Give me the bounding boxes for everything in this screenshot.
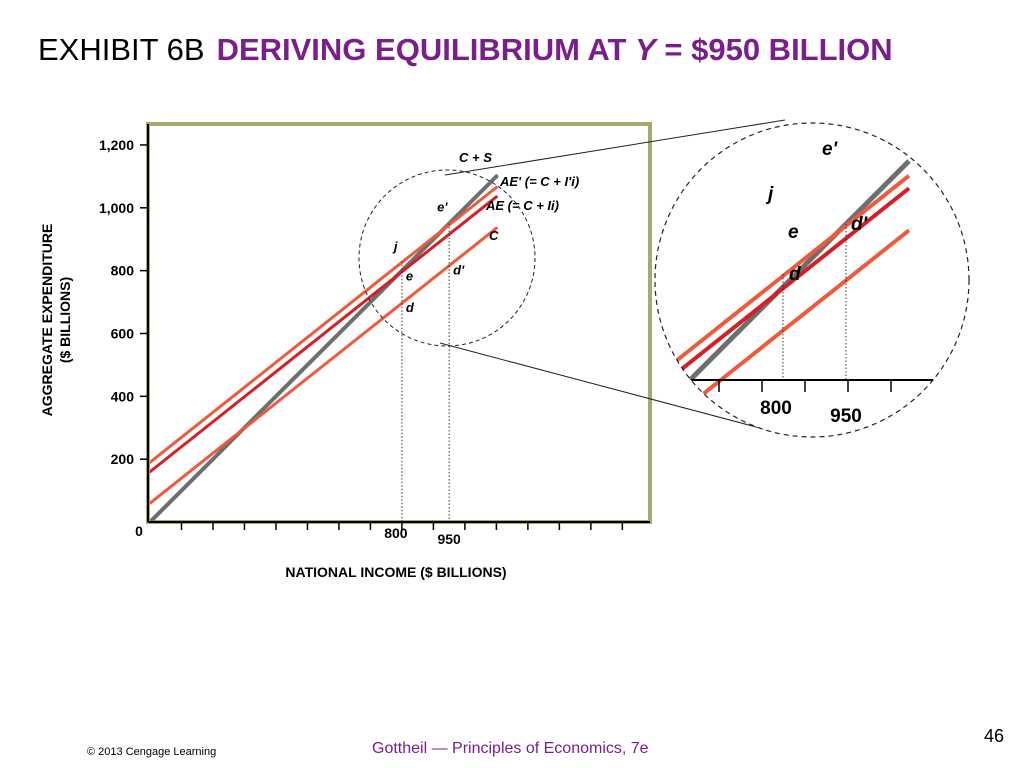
zoom-point-label-j: j	[765, 184, 774, 205]
x-axis-title: NATIONAL INCOME ($ BILLIONS)	[285, 564, 506, 580]
title-part1: DERIVING EQUILIBRIUM AT	[216, 32, 627, 67]
zoom-x-label: 950	[830, 406, 862, 427]
series-label-c: C	[489, 228, 499, 243]
point-label-dprime: d'	[453, 262, 465, 277]
y-tick-label: 200	[111, 451, 135, 467]
zoom-series-line-ae_prime	[655, 174, 911, 437]
zoom-x-label: 800	[760, 398, 792, 419]
zoom-circle	[654, 122, 970, 438]
footer-text: Gottheil — Principles of Economics, 7e	[372, 740, 649, 757]
zoom-point-label-eprime: e'	[822, 139, 839, 160]
point-label-e: e	[406, 269, 413, 284]
y-axis-title-line2: ($ BILLIONS)	[57, 277, 73, 363]
series-label-ae: AE (= C + Ii)	[485, 198, 559, 213]
zoom-circle-bg	[655, 123, 969, 437]
connector-top	[444, 119, 786, 176]
zoom-point-label-d: d	[789, 264, 801, 285]
slide-number: 46	[983, 726, 1004, 746]
point-label-j: j	[392, 239, 398, 254]
copyright-text: © 2013 Cengage Learning	[87, 746, 217, 758]
slide-title: EXHIBIT 6B DERIVING EQUILIBRIUM AT Y = $9…	[38, 32, 893, 68]
series-label-c_plus_s: C + S	[459, 150, 492, 165]
title-variable: Y	[635, 32, 656, 67]
y-tick-label: 800	[111, 263, 135, 279]
connector-bottom	[439, 342, 776, 433]
zoom-point-label-e: e	[788, 222, 799, 243]
title-heading: DERIVING EQUILIBRIUM AT Y = $950 BILLION	[217, 32, 893, 67]
origin-label: 0	[135, 523, 143, 539]
series-line-ae	[150, 195, 498, 474]
series-line-ae_prime	[150, 185, 498, 464]
x-tick-label: 800	[384, 525, 408, 541]
magnifier-circle	[358, 169, 536, 347]
y-tick-label: 1,000	[99, 200, 134, 216]
y-axis-title-line1: AGGREGATE EXPENDITURE	[39, 224, 55, 417]
point-label-eprime: e'	[437, 200, 448, 215]
y-tick-label: 1,200	[99, 137, 134, 153]
series-line-c	[150, 226, 498, 505]
series-label-ae_prime: AE' (= C + I'i)	[499, 174, 579, 189]
zoom-point-label-dprime: d'	[851, 214, 869, 235]
x-tick-label: 950	[437, 531, 461, 547]
y-tick-label: 600	[111, 325, 135, 341]
y-tick-label: 400	[111, 388, 135, 404]
exhibit-label: EXHIBIT 6B	[38, 32, 205, 67]
point-label-d: d	[406, 300, 415, 315]
title-part2: = $950 BILLION	[664, 32, 893, 67]
